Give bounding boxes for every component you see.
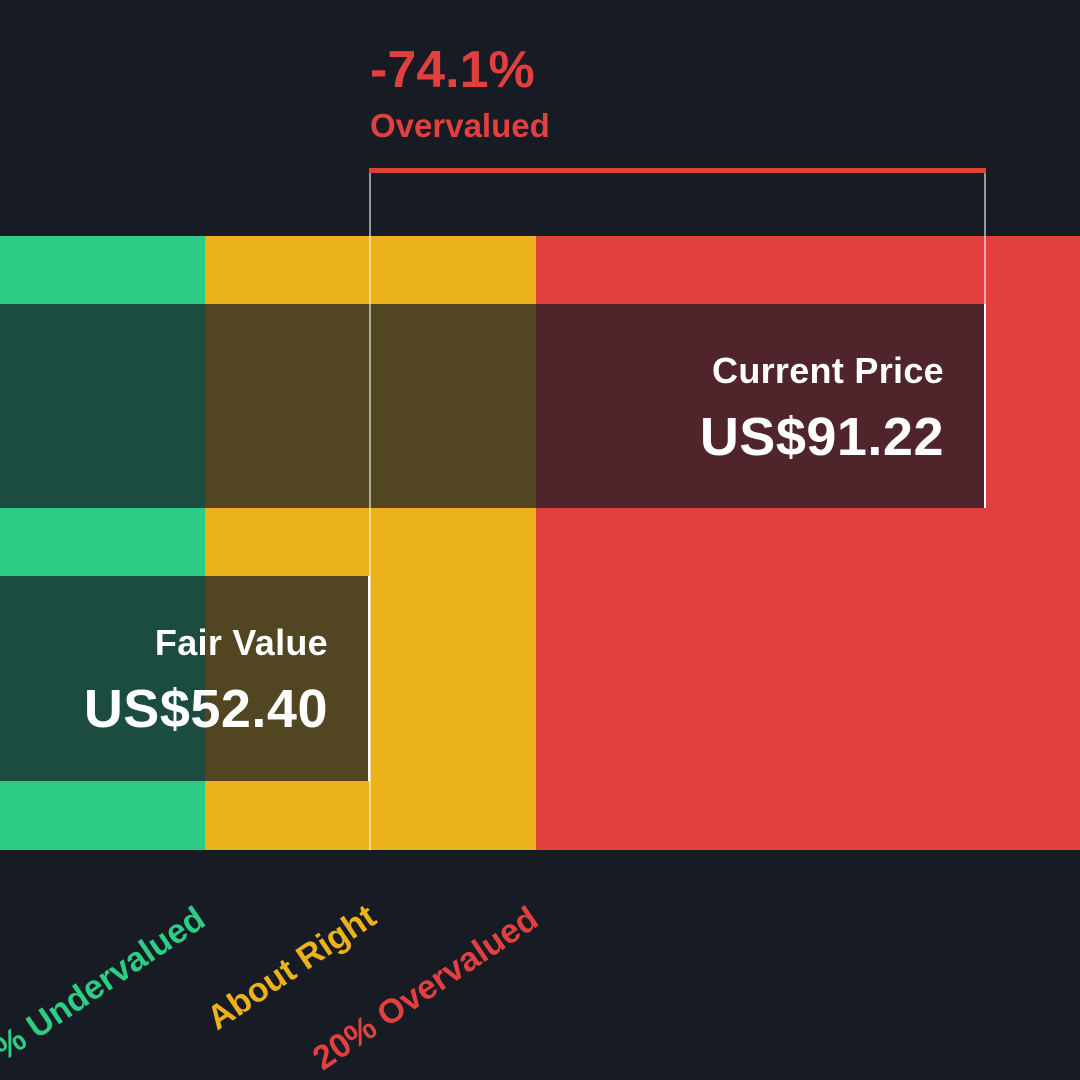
fair-value-marker-line [369,172,371,850]
current-price-value: US$91.22 [699,407,944,467]
difference-percentage: -74.1% [370,41,535,99]
fair-value-label: Fair Value [154,622,328,663]
current-price-marker-line [984,172,986,304]
current-price-bar: Current Price US$91.22 [0,304,986,508]
fair-value-value: US$52.40 [83,679,328,739]
valuation-verdict: Overvalued [370,107,550,144]
valuation-headline: -74.1% Overvalued [370,38,550,146]
fair-value-bar: Fair Value US$52.40 [0,576,370,781]
current-price-label: Current Price [712,350,944,391]
undervalued-zone-label: % Undervalued [0,899,213,1069]
difference-bracket [369,168,986,173]
